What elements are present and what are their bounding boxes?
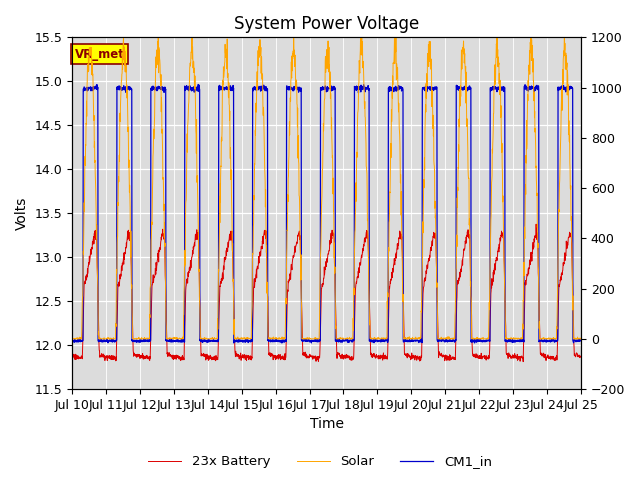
23x Battery bbox=[519, 359, 527, 364]
Solar bbox=[68, 335, 76, 340]
23x Battery bbox=[210, 355, 218, 361]
Solar bbox=[341, 336, 349, 342]
Legend: 23x Battery, Solar, CM1_in: 23x Battery, Solar, CM1_in bbox=[143, 450, 497, 473]
23x Battery bbox=[532, 221, 540, 227]
Solar bbox=[353, 173, 360, 179]
Line: Solar: Solar bbox=[72, 27, 581, 339]
Text: VR_met: VR_met bbox=[75, 48, 125, 61]
Y-axis label: Volts: Volts bbox=[15, 196, 29, 230]
23x Battery bbox=[474, 354, 482, 360]
CM1_in bbox=[353, 87, 360, 93]
Solar bbox=[474, 336, 482, 341]
Solar bbox=[290, 24, 298, 30]
Solar bbox=[532, 177, 540, 183]
X-axis label: Time: Time bbox=[310, 418, 344, 432]
23x Battery bbox=[577, 354, 585, 360]
23x Battery bbox=[341, 352, 349, 358]
CM1_in bbox=[474, 338, 482, 344]
CM1_in bbox=[577, 337, 585, 343]
CM1_in bbox=[278, 340, 285, 346]
23x Battery bbox=[532, 230, 540, 236]
23x Battery bbox=[352, 282, 360, 288]
Solar bbox=[547, 336, 554, 341]
Line: 23x Battery: 23x Battery bbox=[72, 224, 581, 361]
CM1_in bbox=[547, 339, 554, 345]
CM1_in bbox=[68, 338, 76, 344]
Line: CM1_in: CM1_in bbox=[72, 84, 581, 343]
CM1_in bbox=[341, 338, 349, 344]
CM1_in bbox=[195, 82, 202, 87]
Solar bbox=[68, 336, 76, 342]
Solar bbox=[577, 336, 585, 342]
Title: System Power Voltage: System Power Voltage bbox=[234, 15, 419, 33]
23x Battery bbox=[68, 354, 76, 360]
23x Battery bbox=[547, 354, 554, 360]
Solar bbox=[211, 336, 218, 342]
CM1_in bbox=[532, 84, 540, 90]
CM1_in bbox=[211, 337, 218, 343]
